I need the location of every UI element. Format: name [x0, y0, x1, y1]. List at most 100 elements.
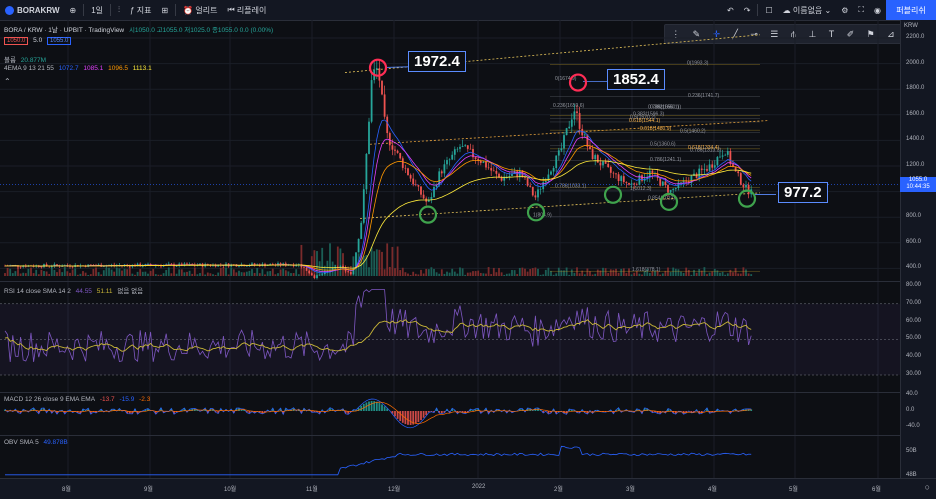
- redo-icon[interactable]: ↷: [739, 0, 756, 20]
- ema9-line: [5, 120, 751, 273]
- volume-value: 20.877M: [21, 57, 46, 64]
- alert-button[interactable]: ⏰ 얼리트: [178, 0, 222, 20]
- candle-body: [574, 111, 576, 119]
- volume-bar: [168, 267, 170, 276]
- volume-bar: [100, 274, 102, 276]
- interval-button[interactable]: 1일: [86, 0, 108, 20]
- axis-settings-icon[interactable]: ○: [925, 482, 930, 492]
- candle-body: [662, 182, 664, 186]
- candle-body: [470, 149, 472, 150]
- volume-bar: [431, 267, 433, 276]
- volume-bar: [80, 274, 82, 276]
- candle-body: [558, 150, 560, 155]
- panel-divider-obv[interactable]: [0, 435, 900, 436]
- candle-body: [615, 173, 617, 174]
- volume-bar: [376, 249, 378, 276]
- volume-bar: [295, 269, 297, 276]
- rsi-ma-value: 51.11: [97, 288, 113, 295]
- candle-body: [724, 155, 726, 156]
- ask-price[interactable]: 1055.0: [47, 37, 71, 45]
- volume-bar: [540, 275, 542, 276]
- volume-bar: [77, 275, 79, 276]
- ema-legend: 4EMA 9 13 21 55 1072.7 1085.1 1096.5 111…: [4, 65, 155, 72]
- volume-bar: [165, 270, 167, 276]
- templates-icon[interactable]: ⊞: [156, 0, 173, 20]
- candle-body: [743, 185, 745, 188]
- volume-bar: [293, 273, 295, 276]
- top-marker-circle: [370, 60, 386, 76]
- volume-bar: [220, 268, 222, 276]
- volume-bar: [280, 269, 282, 276]
- rsi-value: 44.55: [76, 288, 92, 295]
- candle-body: [347, 271, 349, 272]
- candle-body: [485, 162, 487, 168]
- volume-bar: [509, 274, 511, 276]
- volume-bar: [129, 267, 131, 276]
- volume-bar: [35, 270, 37, 276]
- candle-body: [410, 175, 412, 178]
- volume-bar: [691, 275, 693, 276]
- volume-bar: [56, 272, 58, 276]
- callout-high-1852[interactable]: 1852.4: [607, 69, 665, 90]
- main-legend: BORA / KRW · 1날 · UPBIT · TradingView 시1…: [4, 24, 276, 34]
- panel-divider-macd[interactable]: [0, 392, 900, 393]
- volume-bar: [732, 272, 734, 276]
- candle-body: [605, 161, 607, 163]
- volume-bar: [477, 271, 479, 276]
- bottom-marker-circle: [739, 191, 755, 207]
- symbol-search-button[interactable]: BORAKRW: [0, 0, 65, 20]
- candle-body: [503, 177, 505, 180]
- collapse-legend-icon[interactable]: ⌃: [4, 77, 11, 86]
- volume-bar: [113, 272, 115, 276]
- indicators-button[interactable]: ƒ 지표: [125, 0, 156, 20]
- settings-gear-icon[interactable]: ⚙: [836, 0, 853, 20]
- callout-low-977[interactable]: 977.2: [778, 182, 828, 203]
- currency-label[interactable]: KRW: [904, 23, 918, 29]
- undo-icon[interactable]: ↶: [722, 0, 739, 20]
- volume-bar: [134, 275, 136, 276]
- volume-bar: [724, 275, 726, 276]
- layout-select-icon[interactable]: ☐: [760, 0, 777, 20]
- volume-bar: [163, 273, 165, 276]
- candle-body: [623, 176, 625, 182]
- candle-body: [384, 94, 386, 116]
- fib-label: 0.5(1360.6): [650, 142, 676, 148]
- candle-body: [589, 147, 591, 149]
- volume-bar: [392, 247, 394, 276]
- chart-type-icon[interactable]: ⫶: [113, 0, 125, 20]
- fib-label: 0.5(1460.2): [680, 129, 706, 135]
- candle-body: [428, 200, 430, 201]
- bottom-marker-circle: [605, 187, 621, 203]
- callout-high-1972[interactable]: 1972.4: [408, 51, 466, 72]
- volume-bar: [449, 273, 451, 276]
- compare-add-icon[interactable]: ⊕: [65, 0, 82, 20]
- replay-button[interactable]: ⏮ 리플레이: [222, 0, 271, 20]
- indicators-label: 지표: [137, 5, 152, 16]
- candle-body: [308, 271, 310, 273]
- volume-bar: [178, 269, 180, 276]
- volume-bar: [259, 273, 261, 276]
- panel-divider-rsi[interactable]: [0, 281, 900, 282]
- bid-price[interactable]: 1050.0: [4, 37, 28, 45]
- pticks-tick: 1400.0: [906, 136, 924, 142]
- volume-bar: [503, 275, 505, 276]
- chart-title: BORA / KRW · 1날 · UPBIT · TradingView: [4, 27, 124, 34]
- volume-bar: [457, 274, 459, 276]
- publish-button[interactable]: 퍼블리쉬: [886, 0, 936, 20]
- volume-bar: [602, 268, 604, 276]
- candle-body: [402, 158, 404, 168]
- fullscreen-icon[interactable]: ⛶: [853, 0, 869, 20]
- macd-histogram-bar: [381, 404, 383, 411]
- volume-bar: [142, 272, 144, 276]
- volume-bar: [641, 275, 643, 276]
- chart-area[interactable]: 0(1993.3)0(1674.9)0.236(1659.6)0.382(159…: [0, 20, 900, 478]
- camera-icon[interactable]: ◉: [869, 0, 886, 20]
- fib-label: 0.786(1313.3): [690, 148, 721, 154]
- candle-body: [462, 146, 464, 147]
- layout-name-button[interactable]: ☁ 이름없음 ⌄: [778, 0, 837, 20]
- macd-histogram-bar: [410, 411, 412, 425]
- ema21-line: [5, 145, 751, 270]
- volume-bar: [301, 245, 303, 276]
